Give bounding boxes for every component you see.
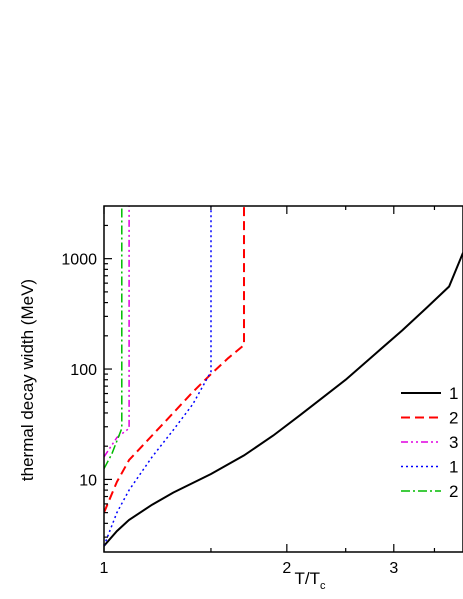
- legend-label-4: 1: [449, 458, 458, 477]
- legend: 1 2 3 1 2: [401, 384, 458, 501]
- x-tick-label: 2: [282, 560, 291, 577]
- legend-label-5: 2: [449, 482, 458, 501]
- series-line-1: [104, 252, 463, 547]
- series-line-4: [104, 206, 212, 547]
- axis-ticks: [103, 206, 436, 552]
- legend-label-2: 2: [449, 409, 458, 428]
- plot-frame: [103, 205, 463, 553]
- series-line-2: [104, 206, 245, 513]
- axis-tick-labels: 1 2 3 10 100 1000: [61, 252, 398, 577]
- series-line-3: [104, 206, 130, 458]
- x-tick-label: 1: [100, 560, 109, 577]
- y-tick-label: 10: [79, 472, 97, 489]
- plot-lines: [104, 206, 463, 547]
- y-axis-label: thermal decay width (MeV): [18, 279, 37, 481]
- series-line-5: [104, 206, 123, 470]
- y-tick-label: 1000: [61, 252, 97, 269]
- legend-label-1: 1: [449, 384, 458, 403]
- y-tick-label: 100: [70, 362, 97, 379]
- x-tick-label: 3: [389, 560, 398, 577]
- x-axis-label-subscript: c: [320, 580, 326, 592]
- legend-label-3: 3: [449, 433, 458, 452]
- x-axis-label-main: T/T: [295, 569, 321, 588]
- x-axis-label: T/Tc: [295, 569, 327, 592]
